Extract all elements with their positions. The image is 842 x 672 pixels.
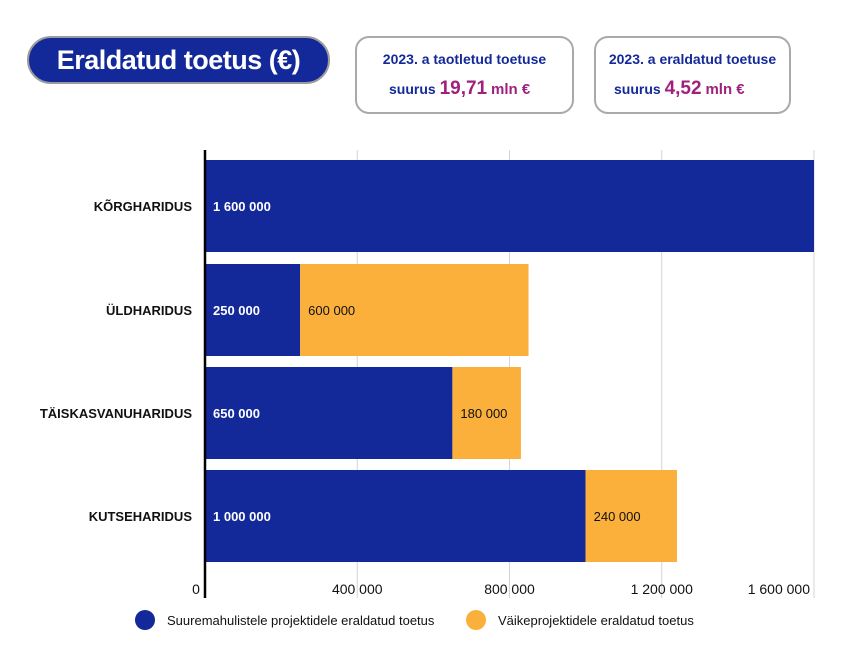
x-tick-label: 1 600 000 bbox=[748, 581, 810, 597]
legend-dot-large bbox=[135, 610, 155, 630]
category-label: TÄISKASVANUHARIDUS bbox=[40, 406, 192, 421]
legend-dot-small bbox=[466, 610, 486, 630]
category-label: ÜLDHARIDUS bbox=[106, 303, 192, 318]
data-label: 250 000 bbox=[213, 303, 260, 318]
allocated-support-box: 2023. a eraldatud toetuse suurus 4,52 ml… bbox=[594, 36, 791, 114]
bar-large bbox=[205, 264, 301, 356]
bar-large bbox=[205, 470, 586, 562]
category-label: KÕRGHARIDUS bbox=[94, 199, 193, 214]
allocated-support-amount: 4,52 bbox=[664, 78, 702, 99]
allocated-support-prefix: suurus bbox=[614, 81, 661, 97]
requested-support-amount: 19,71 bbox=[439, 78, 488, 99]
requested-support-box: 2023. a taotletud toetuse suurus 19,71 m… bbox=[355, 36, 574, 114]
page-title-text: Eraldatud toetus (€) bbox=[56, 44, 301, 75]
data-label: 650 000 bbox=[213, 406, 260, 421]
data-label: 600 000 bbox=[308, 303, 355, 318]
page-title: Eraldatud toetus (€) bbox=[27, 36, 330, 84]
bar-small bbox=[452, 367, 521, 459]
data-label: 1 000 000 bbox=[213, 509, 271, 524]
x-tick-label: 0 bbox=[192, 581, 200, 597]
legend-label-small: Väikeprojektidele eraldatud toetus bbox=[498, 612, 694, 628]
allocated-support-value-line: suurus 4,52 mln € bbox=[614, 78, 745, 100]
data-label: 1 600 000 bbox=[213, 199, 271, 214]
x-tick-label: 1 200 000 bbox=[631, 581, 693, 597]
bar-large bbox=[205, 160, 814, 252]
legend-item-small: Väikeprojektidele eraldatud toetus bbox=[466, 610, 694, 630]
data-label: 180 000 bbox=[460, 406, 507, 421]
requested-support-label: 2023. a taotletud toetuse bbox=[382, 51, 547, 67]
x-tick-label: 400 000 bbox=[332, 581, 383, 597]
data-label: 240 000 bbox=[594, 509, 641, 524]
bar-large bbox=[205, 367, 453, 459]
category-label: KUTSEHARIDUS bbox=[89, 509, 193, 524]
legend-label-large: Suuremahulistele projektidele eraldatud … bbox=[167, 612, 435, 628]
bar-small bbox=[585, 470, 677, 562]
bar-small bbox=[300, 264, 529, 356]
legend-item-large: Suuremahulistele projektidele eraldatud … bbox=[135, 610, 434, 630]
requested-support-value-line: suurus 19,71 mln € bbox=[389, 78, 530, 100]
requested-support-prefix: suurus bbox=[389, 81, 436, 97]
allocated-support-unit: mln € bbox=[705, 81, 745, 98]
x-tick-label: 800 000 bbox=[484, 581, 535, 597]
allocated-support-label: 2023. a eraldatud toetuse bbox=[608, 51, 777, 67]
requested-support-unit: mln € bbox=[491, 81, 531, 98]
